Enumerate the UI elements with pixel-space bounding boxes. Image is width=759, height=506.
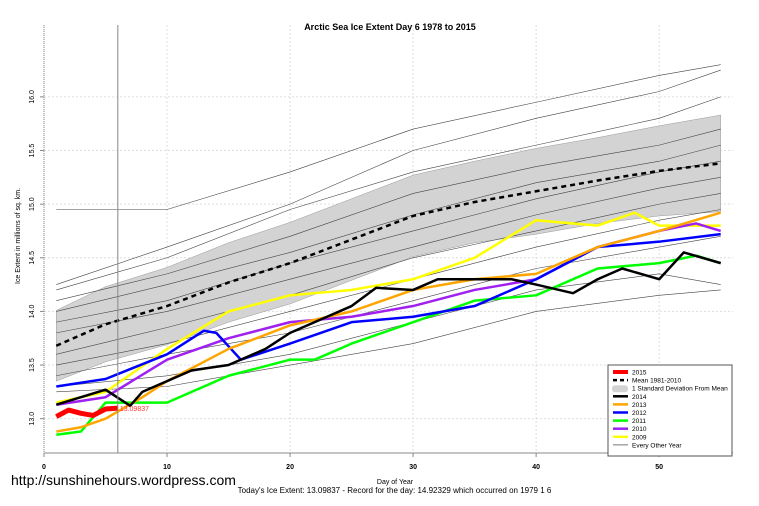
y-tick-label: 14.5 <box>29 251 36 265</box>
legend-label: 2014 <box>632 394 647 401</box>
other-year-line <box>56 193 721 355</box>
current-value-label: 13.09837 <box>120 406 149 413</box>
y-tick-label: 13.0 <box>29 412 36 426</box>
x-tick-label: 40 <box>532 464 540 471</box>
series-line-2009 <box>56 211 721 404</box>
other-year-line <box>56 128 721 301</box>
y-axis-label: Ice Extent in millions of sq. km. <box>15 188 22 284</box>
legend-label: 2009 <box>632 434 647 441</box>
other-year-line <box>56 289 721 393</box>
x-tick-label: 30 <box>409 464 417 471</box>
x-tick-label: 20 <box>286 464 294 471</box>
legend-label: 2012 <box>632 410 647 417</box>
x-axis-label: Day of Year <box>377 479 414 486</box>
y-tick-label: 13.5 <box>29 358 36 372</box>
legend-label: 2010 <box>632 426 647 433</box>
legend-label: 2015 <box>632 370 647 377</box>
series-line-2015 <box>55 405 118 419</box>
legend-label: 2011 <box>632 418 646 425</box>
legend-label: 1 Standard Deviation From Mean <box>632 386 728 393</box>
other-year-line <box>56 96 721 291</box>
other-year-line <box>56 69 721 285</box>
chart-title: Arctic Sea Ice Extent Day 6 1978 to 2015 <box>304 22 476 32</box>
other-year-line <box>56 177 721 334</box>
y-tick-label: 15.0 <box>29 197 36 211</box>
legend-label: Mean 1981-2010 <box>632 378 682 385</box>
legend-swatch-band <box>612 385 628 393</box>
footer-note: Today's Ice Extent: 13.09837 - Record fo… <box>237 486 552 495</box>
x-tick-label: 10 <box>163 464 171 471</box>
series-line-2014 <box>55 251 722 408</box>
legend-label: Every Other Year <box>632 442 682 449</box>
source-url: http://sunshinehours.wordpress.com <box>11 472 236 488</box>
other-year-line <box>56 64 721 210</box>
mean-line <box>55 162 721 347</box>
std-dev-band <box>56 114 721 382</box>
legend-label: 2013 <box>632 402 647 409</box>
x-tick-label: 50 <box>655 464 663 471</box>
y-tick-label: 15.5 <box>29 144 36 158</box>
legend-box <box>607 364 733 457</box>
y-tick-label: 14.0 <box>29 304 36 318</box>
x-tick-label: 0 <box>42 464 46 471</box>
y-tick-label: 16.0 <box>29 90 36 104</box>
